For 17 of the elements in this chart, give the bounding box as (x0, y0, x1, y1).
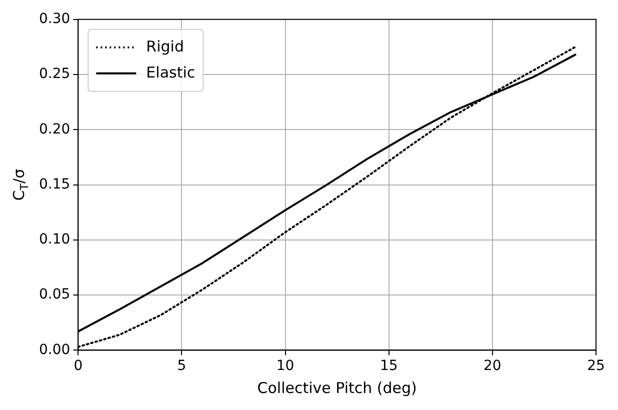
x-tick-label: 10 (276, 358, 294, 374)
x-tick-label: 15 (380, 358, 398, 374)
y-tick-label: 0.20 (39, 121, 70, 138)
x-tick-label: 25 (587, 358, 605, 374)
x-tick-label: 20 (484, 358, 502, 374)
x-axis-title: Collective Pitch (deg) (257, 378, 417, 397)
y-tick-label: 0.30 (39, 11, 70, 28)
x-tick-label: 5 (177, 358, 186, 374)
y-tick-label: 0.25 (39, 66, 70, 82)
y-tick-label: 0.15 (39, 176, 70, 192)
y-axis-title: CT/σ (10, 168, 31, 201)
legend-label: Rigid (146, 37, 184, 56)
legend-label: Elastic (146, 63, 196, 82)
y-tick-label: 0.10 (39, 232, 70, 248)
x-tick-label: 0 (74, 358, 83, 374)
y-tick-label: 0.00 (39, 342, 70, 358)
y-tick-label: 0.05 (39, 286, 70, 303)
